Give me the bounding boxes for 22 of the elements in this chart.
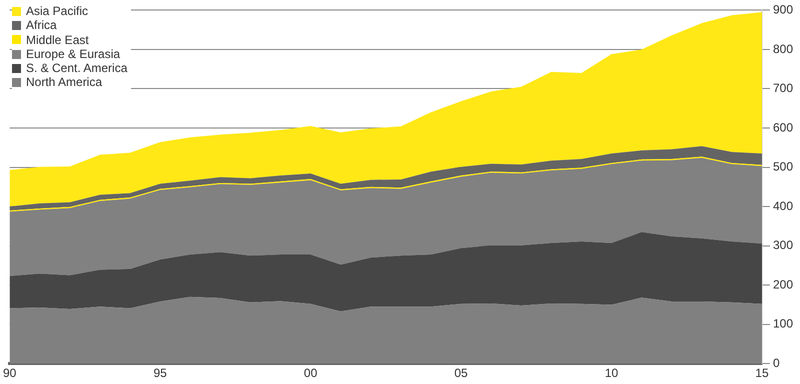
y-tick-label: 800 [772,42,794,56]
legend-label: Asia Pacific [26,4,88,18]
y-tick-label: 200 [772,277,794,292]
x-tick-label: 15 [755,366,769,380]
x-tick-label: 95 [153,366,168,380]
y-tick-label: 500 [772,160,794,174]
legend-label: Europe & Eurasia [26,46,120,62]
y-tick-label: 300 [772,238,794,252]
x-tick-label: 10 [604,366,619,380]
legend-label: Africa [26,18,57,33]
x-tick-label: 00 [304,366,318,380]
y-tick-label: 600 [772,120,794,134]
y-tick-label: 400 [772,198,794,213]
y-tick-label: 900 [772,2,794,17]
y-tick-label: 0 [772,356,780,370]
legend-label: S. & Cent. America [26,61,128,76]
x-tick-label: 90 [2,366,17,380]
legend-label: Middle East [26,32,89,47]
x-tick-label: 05 [454,366,468,380]
y-tick-label: 100 [772,316,794,331]
y-tick-label: 700 [772,81,794,96]
legend-label: North America [26,75,102,90]
